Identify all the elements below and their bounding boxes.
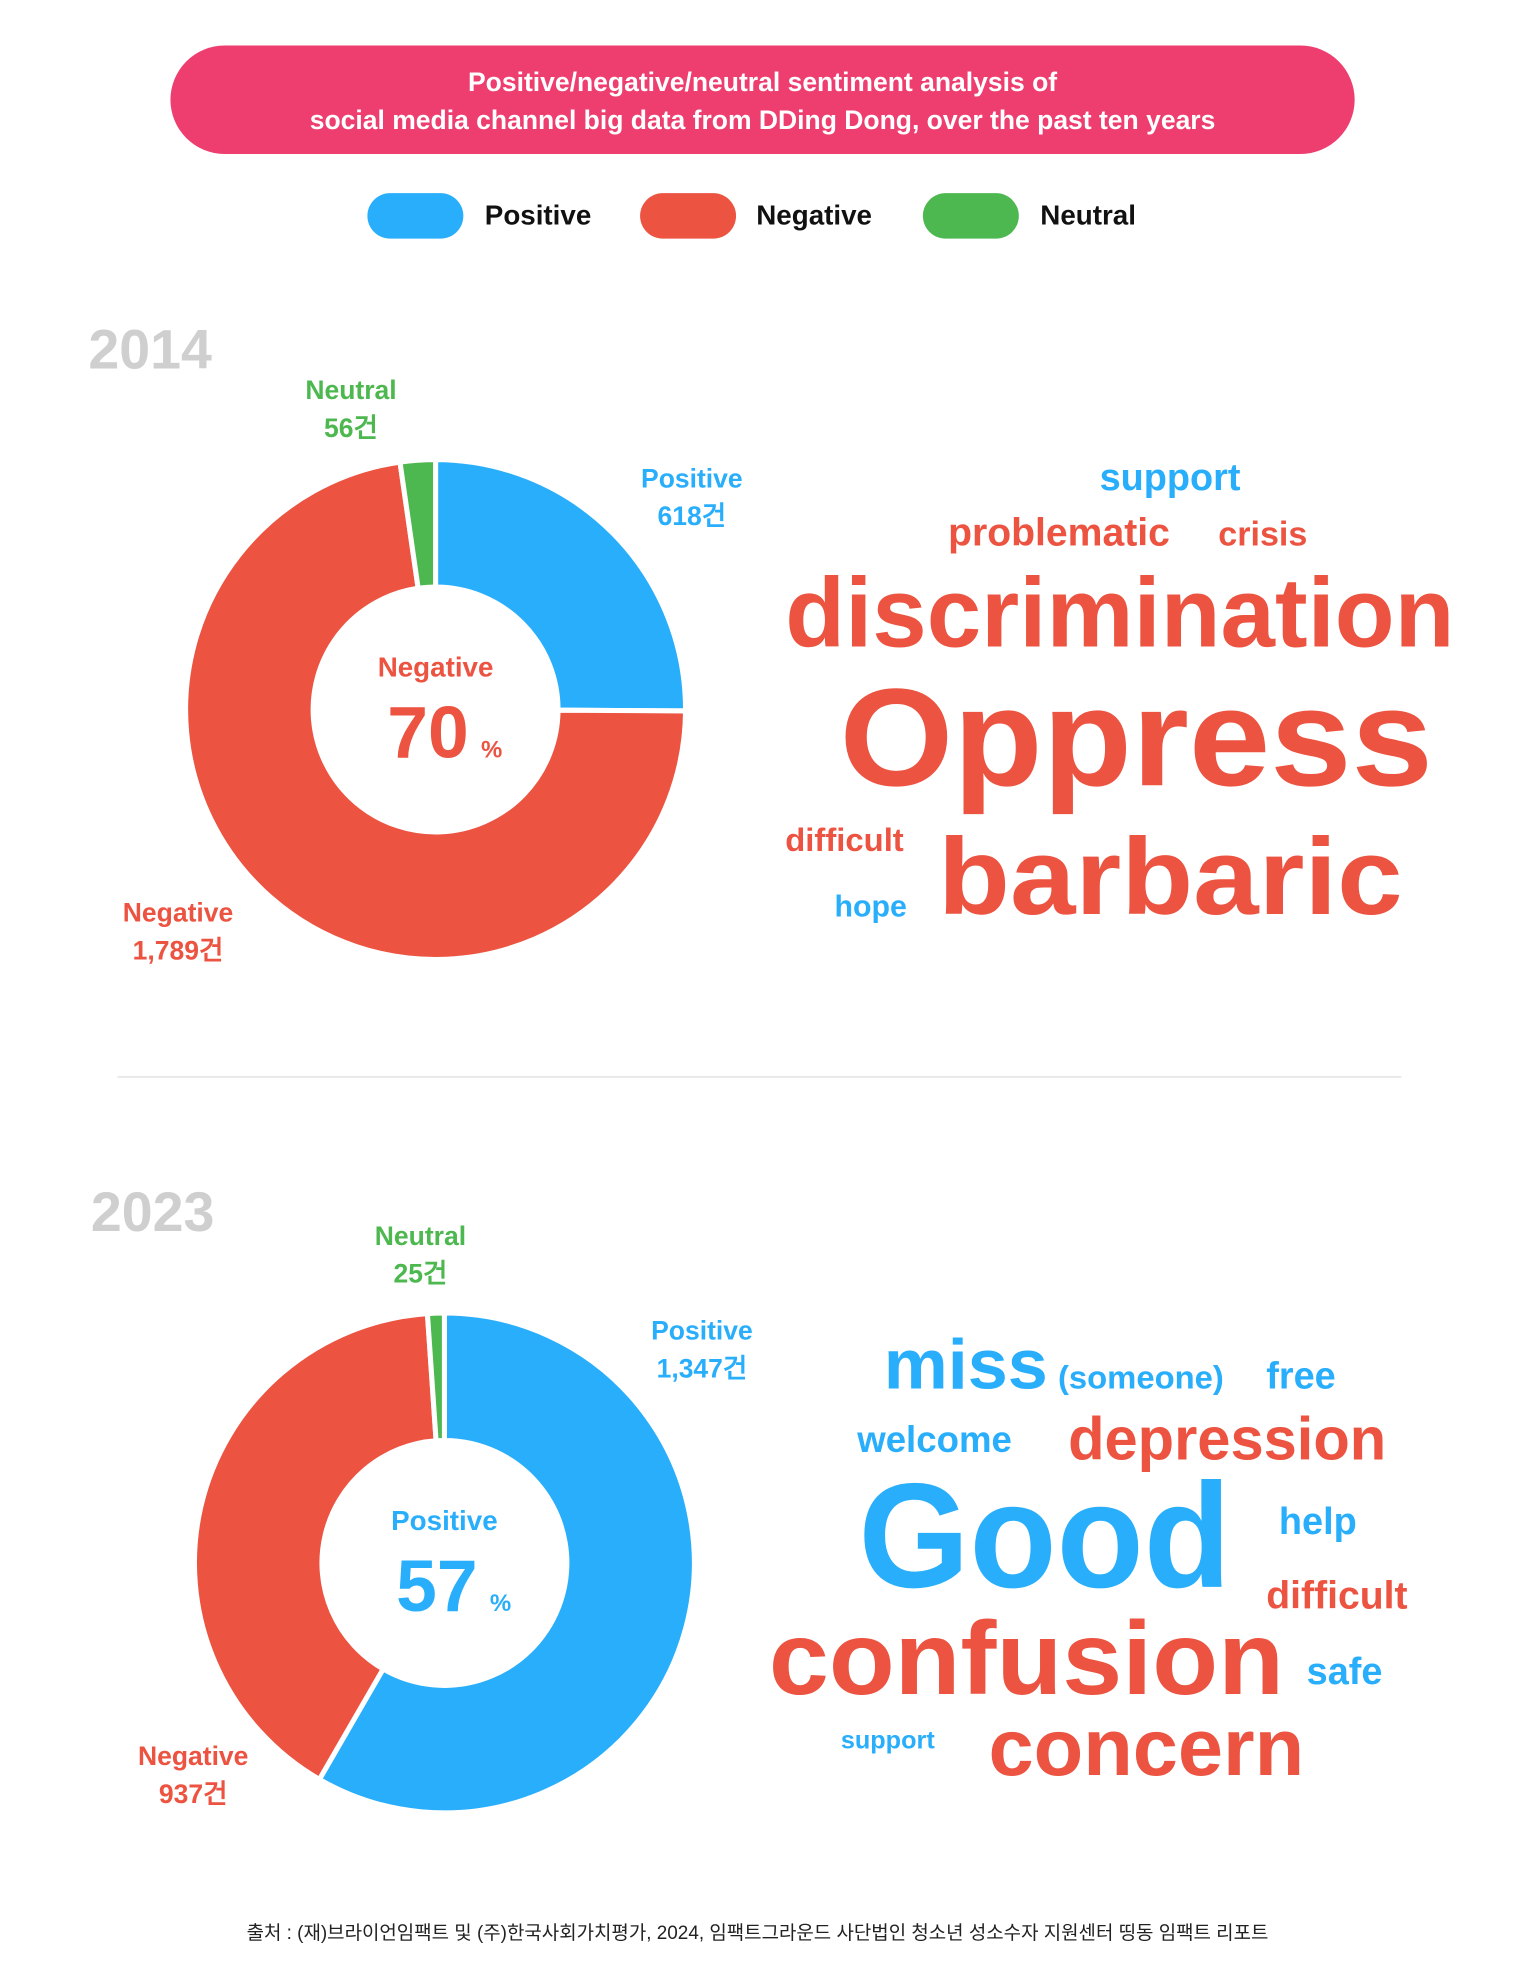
slice-category: Positive	[641, 463, 743, 493]
title-line: social media channel big data from DDing…	[310, 105, 1216, 135]
slice-value-label: 618건	[658, 501, 727, 531]
word-cloud-word: Oppress	[840, 660, 1433, 815]
word-cloud-word: difficult	[785, 821, 904, 858]
word-cloud-word: safe	[1307, 1651, 1383, 1693]
center-value: 57	[396, 1545, 477, 1627]
slice-category: Neutral	[375, 1221, 466, 1251]
word-cloud-word: support	[841, 1727, 936, 1755]
donut-slice	[191, 1311, 439, 1782]
legend-label: Neutral	[1040, 200, 1136, 231]
title-banner	[170, 45, 1355, 155]
center-label: Positive	[391, 1505, 497, 1536]
donut-slice	[424, 1310, 447, 1444]
slice-category: Positive	[651, 1315, 753, 1345]
center-unit: %	[481, 736, 502, 763]
center-label: Negative	[378, 652, 494, 683]
word-cloud-word: hope	[835, 891, 907, 924]
legend-swatch	[367, 193, 464, 239]
word-cloud-word: (someone)	[1058, 1359, 1224, 1396]
slice-value-label: 1,789건	[133, 935, 224, 965]
word-cloud-word: discrimination	[785, 557, 1454, 667]
word-cloud-word: help	[1279, 1501, 1357, 1543]
word-cloud-word: free	[1266, 1356, 1335, 1398]
legend-label: Positive	[485, 200, 591, 231]
word-cloud-word: difficult	[1266, 1574, 1407, 1617]
chart-year: 2023	[91, 1181, 215, 1243]
word-cloud-word: confusion	[769, 1600, 1284, 1716]
slice-category: Negative	[138, 1741, 248, 1771]
word-cloud-word: welcome	[856, 1419, 1012, 1460]
center-value: 70	[387, 691, 468, 773]
word-cloud-word: concern	[989, 1703, 1305, 1793]
slice-value-label: 25건	[393, 1259, 447, 1289]
word-cloud-word: problematic	[948, 511, 1170, 554]
word-cloud-word: support	[1100, 457, 1241, 499]
word-cloud-word: Good	[858, 1452, 1230, 1619]
source: 출처 : (재)브라이언임팩트 및 (주)한국사회가치평가, 2024, 임팩트…	[247, 1922, 1269, 1944]
word-cloud-word: miss	[884, 1325, 1048, 1404]
center-unit: %	[490, 1590, 511, 1617]
legend-swatch	[922, 193, 1019, 239]
donut-slice	[397, 457, 439, 591]
title-line: Positive/negative/neutral sentiment anal…	[468, 67, 1057, 97]
donut-slice	[183, 459, 689, 962]
legend-label: Negative	[756, 200, 872, 231]
donut-slice	[433, 457, 689, 714]
slice-category: Negative	[123, 898, 233, 928]
legend-swatch	[640, 193, 737, 239]
slice-value-label: 56건	[324, 413, 378, 443]
slice-value-label: 1,347건	[657, 1353, 748, 1383]
word-cloud-word: crisis	[1218, 515, 1307, 553]
word-cloud-word: barbaric	[938, 817, 1403, 938]
donut-slice	[316, 1310, 697, 1816]
slice-value-label: 937건	[159, 1779, 228, 1809]
word-cloud-word: depression	[1068, 1404, 1386, 1472]
chart-year: 2014	[88, 319, 212, 381]
slice-category: Neutral	[305, 375, 396, 405]
